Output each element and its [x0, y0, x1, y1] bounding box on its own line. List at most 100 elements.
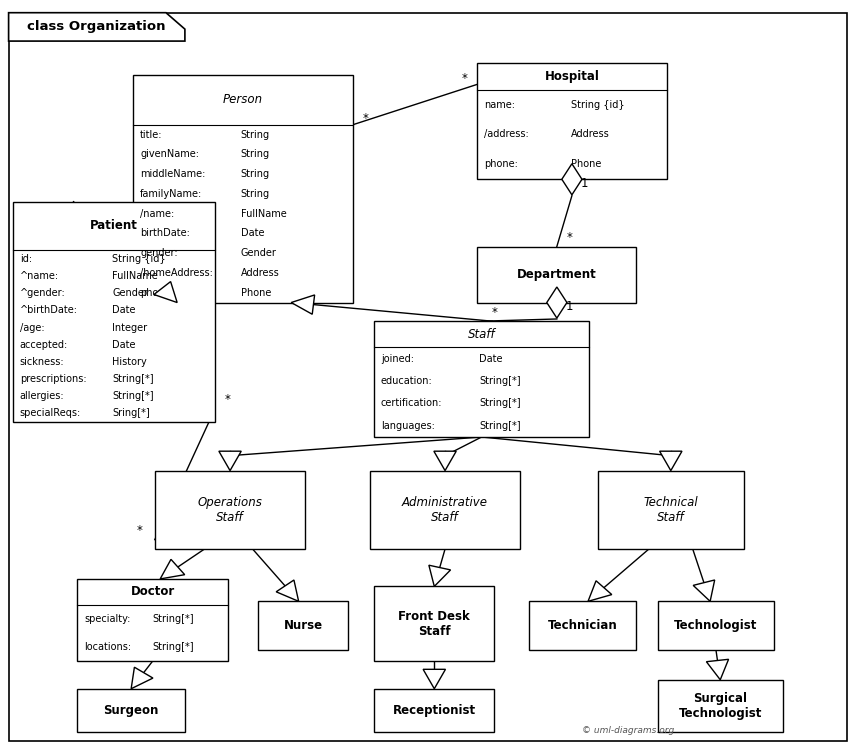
- Text: Technologist: Technologist: [674, 619, 758, 632]
- Text: String[*]: String[*]: [152, 642, 194, 652]
- Text: title:: title:: [140, 130, 163, 140]
- Text: middleName:: middleName:: [140, 169, 206, 179]
- Text: phone:: phone:: [484, 159, 518, 170]
- Polygon shape: [131, 667, 153, 689]
- Text: Department: Department: [517, 268, 597, 281]
- Text: 1: 1: [581, 176, 588, 190]
- Text: /age:: /age:: [20, 323, 45, 332]
- FancyBboxPatch shape: [13, 202, 215, 422]
- Text: education:: education:: [381, 376, 433, 386]
- Text: Address: Address: [570, 129, 609, 140]
- Text: /homeAddress:: /homeAddress:: [140, 268, 213, 278]
- Text: String {id}: String {id}: [112, 254, 166, 264]
- Polygon shape: [547, 287, 567, 318]
- Text: String[*]: String[*]: [112, 391, 154, 401]
- FancyBboxPatch shape: [374, 586, 494, 661]
- Text: sickness:: sickness:: [20, 357, 64, 367]
- Text: String: String: [241, 149, 270, 159]
- Text: *: *: [462, 72, 467, 85]
- Text: FullName: FullName: [112, 271, 158, 281]
- Text: gender:: gender:: [140, 248, 178, 258]
- Text: allergies:: allergies:: [20, 391, 64, 401]
- Text: Sring[*]: Sring[*]: [112, 409, 150, 418]
- Polygon shape: [276, 580, 298, 601]
- Text: *: *: [567, 231, 573, 244]
- Polygon shape: [562, 164, 582, 195]
- Text: String[*]: String[*]: [480, 421, 521, 431]
- FancyBboxPatch shape: [374, 689, 494, 732]
- FancyBboxPatch shape: [658, 601, 774, 650]
- Text: joined:: joined:: [381, 353, 414, 364]
- Text: birthDate:: birthDate:: [140, 229, 190, 238]
- Text: Phone: Phone: [241, 288, 271, 297]
- Text: String[*]: String[*]: [480, 376, 521, 386]
- Text: Hospital: Hospital: [544, 70, 599, 83]
- Text: ^name:: ^name:: [20, 271, 58, 281]
- Text: Doctor: Doctor: [131, 586, 175, 598]
- Text: Phone: Phone: [570, 159, 601, 170]
- Text: Gender: Gender: [241, 248, 277, 258]
- Text: Surgical
Technologist: Surgical Technologist: [679, 692, 762, 720]
- Text: Date: Date: [241, 229, 264, 238]
- Text: givenName:: givenName:: [140, 149, 200, 159]
- Text: Surgeon: Surgeon: [103, 704, 159, 717]
- Text: *: *: [363, 112, 368, 125]
- Text: familyName:: familyName:: [140, 189, 202, 199]
- Text: Administrative
Staff: Administrative Staff: [402, 496, 488, 524]
- Text: languages:: languages:: [381, 421, 435, 431]
- Text: name:: name:: [484, 99, 515, 110]
- Polygon shape: [660, 451, 682, 471]
- Text: /address:: /address:: [484, 129, 529, 140]
- Polygon shape: [292, 295, 315, 314]
- Text: /name:: /name:: [140, 208, 175, 219]
- Text: ^birthDate:: ^birthDate:: [20, 306, 77, 315]
- Polygon shape: [706, 660, 728, 680]
- FancyBboxPatch shape: [77, 579, 228, 661]
- Polygon shape: [433, 451, 456, 471]
- FancyBboxPatch shape: [370, 471, 520, 549]
- Text: Technical
Staff: Technical Staff: [643, 496, 698, 524]
- Text: accepted:: accepted:: [20, 340, 68, 350]
- Text: Person: Person: [223, 93, 263, 106]
- Text: String {id}: String {id}: [570, 99, 624, 110]
- Polygon shape: [588, 580, 611, 601]
- Text: phone:: phone:: [140, 288, 174, 297]
- Text: Date: Date: [112, 306, 136, 315]
- Text: String[*]: String[*]: [152, 614, 194, 624]
- Text: Operations
Staff: Operations Staff: [198, 496, 262, 524]
- Polygon shape: [154, 282, 177, 303]
- Text: String: String: [241, 169, 270, 179]
- FancyBboxPatch shape: [258, 601, 348, 650]
- Text: *: *: [137, 524, 142, 537]
- Text: class Organization: class Organization: [28, 20, 166, 34]
- FancyBboxPatch shape: [374, 321, 589, 437]
- Text: locations:: locations:: [84, 642, 132, 652]
- Text: String: String: [241, 130, 270, 140]
- Text: Address: Address: [241, 268, 280, 278]
- Text: Integer: Integer: [112, 323, 147, 332]
- Polygon shape: [218, 451, 241, 471]
- Text: Staff: Staff: [468, 328, 495, 341]
- Text: Patient: Patient: [90, 220, 138, 232]
- Text: © uml-diagrams.org: © uml-diagrams.org: [581, 726, 674, 735]
- FancyBboxPatch shape: [529, 601, 636, 650]
- Text: specialReqs:: specialReqs:: [20, 409, 81, 418]
- Text: id:: id:: [20, 254, 32, 264]
- Text: Date: Date: [112, 340, 136, 350]
- Text: String: String: [241, 189, 270, 199]
- Polygon shape: [9, 13, 185, 41]
- Text: certification:: certification:: [381, 398, 443, 409]
- Text: Gender: Gender: [112, 288, 148, 298]
- Polygon shape: [423, 669, 445, 689]
- FancyBboxPatch shape: [658, 680, 783, 732]
- Text: History: History: [112, 357, 147, 367]
- FancyBboxPatch shape: [133, 75, 353, 303]
- FancyBboxPatch shape: [598, 471, 744, 549]
- Text: Date: Date: [480, 353, 503, 364]
- FancyBboxPatch shape: [477, 63, 666, 179]
- Text: String[*]: String[*]: [112, 374, 154, 384]
- Text: Receptionist: Receptionist: [393, 704, 476, 717]
- Text: *: *: [225, 394, 230, 406]
- Polygon shape: [429, 565, 451, 586]
- Text: Technician: Technician: [548, 619, 617, 632]
